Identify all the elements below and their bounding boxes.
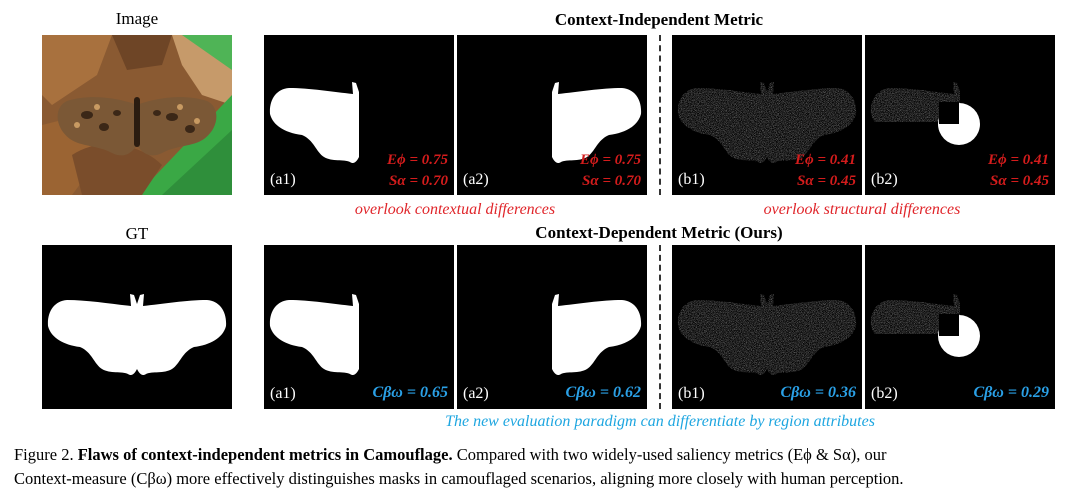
c-beta-b1: Cβω = 0.36: [780, 384, 856, 401]
tag-b1-row1: (b1): [678, 171, 705, 188]
panel-a2-row1: (a2) Eϕ = 0.75 Sα = 0.70: [457, 35, 647, 195]
note-contextual: overlook contextual differences: [354, 201, 556, 218]
panel-b1-row1: (b1) Eϕ = 0.41 Sα = 0.45: [672, 35, 862, 195]
divider-row1: [659, 35, 661, 195]
tag-a2-row1: (a2): [463, 171, 489, 188]
note-structural: overlook structural differences: [763, 201, 961, 218]
panel-b2-row2: (b2) Cβω = 0.29: [865, 245, 1055, 409]
c-beta-a1: Cβω = 0.65: [372, 384, 448, 401]
context-dependent-heading: Context-Dependent Metric (Ours): [535, 223, 783, 242]
tag-a1-row1: (a1): [270, 171, 296, 188]
caption-text-1: Compared with two widely-used saliency m…: [456, 445, 887, 464]
tag-a2-row2: (a2): [463, 385, 489, 402]
tag-b2-row2: (b2): [871, 385, 898, 402]
gt-mask-graphic: [47, 294, 227, 376]
s-alpha-b2: Sα = 0.45: [990, 173, 1049, 189]
c-beta-b2: Cβω = 0.29: [973, 384, 1049, 401]
e-phi-b2: Eϕ = 0.41: [988, 152, 1049, 168]
e-phi-a2: Eϕ = 0.75: [580, 152, 641, 168]
panel-a1-row2: (a1) Cβω = 0.65: [264, 245, 454, 409]
panel-b1-row2: (b1) Cβω = 0.36: [672, 245, 862, 409]
caption-figure-number: Figure 2.: [14, 445, 74, 464]
e-phi-b1: Eϕ = 0.41: [795, 152, 856, 168]
butterfly-photo-graphic: [42, 35, 232, 195]
caption-line-1: Figure 2. Flaws of context-independent m…: [14, 443, 1070, 467]
gt-column-label: GT: [125, 224, 149, 243]
s-alpha-a2: Sα = 0.70: [582, 173, 641, 189]
divider-row2: [659, 245, 661, 409]
panel-a1-row1: (a1) Eϕ = 0.75 Sα = 0.70: [264, 35, 454, 195]
panel-b2-row1: (b2) Eϕ = 0.41 Sα = 0.45: [865, 35, 1055, 195]
note-paradigm: The new evaluation paradigm can differen…: [445, 413, 875, 430]
tag-b1-row2: (b1): [678, 385, 705, 402]
caption-title: Flaws of context-independent metrics in …: [77, 445, 453, 464]
butterfly-photo: [42, 35, 232, 195]
tag-a1-row2: (a1): [270, 385, 296, 402]
mask-b2-row2: [870, 294, 980, 357]
mask-b2-row1: [870, 82, 980, 145]
context-independent-heading: Context-Independent Metric: [554, 10, 764, 29]
image-column-label: Image: [115, 9, 159, 28]
tag-b2-row1: (b2): [871, 171, 898, 188]
e-phi-a1: Eϕ = 0.75: [387, 152, 448, 168]
s-alpha-b1: Sα = 0.45: [797, 173, 856, 189]
s-alpha-a1: Sα = 0.70: [389, 173, 448, 189]
caption-text-2: Context-measure (Cβω) more effectively d…: [14, 469, 904, 488]
figure-caption: Figure 2. Flaws of context-independent m…: [14, 443, 1070, 491]
gt-mask: [42, 245, 232, 409]
panel-a2-row2: (a2) Cβω = 0.62: [457, 245, 647, 409]
c-beta-a2: Cβω = 0.62: [565, 384, 641, 401]
